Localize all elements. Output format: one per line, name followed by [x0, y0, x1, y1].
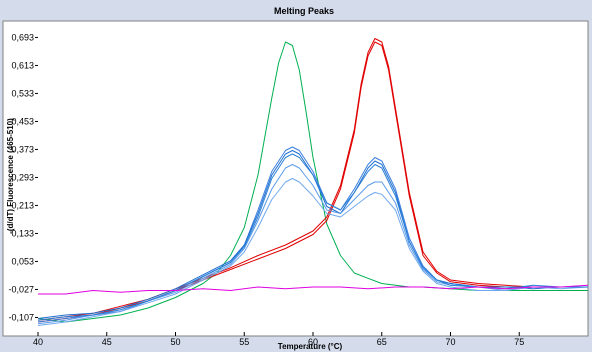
x-tick-label: 45 [102, 337, 112, 347]
x-tick-label: 55 [239, 337, 249, 347]
y-tick-label: -0,027 [8, 284, 34, 294]
x-tick-label: 50 [170, 337, 180, 347]
y-axis-label: -(d/dT) Fluorescence (465-510) [6, 118, 15, 234]
y-tick-label: 0,693 [11, 32, 34, 42]
y-tick-label: 0,533 [11, 88, 34, 98]
y-tick-label: 0,053 [11, 256, 34, 266]
series-line-5 [37, 150, 588, 319]
y-tick-label: -0,107 [8, 312, 34, 322]
plot-background [2, 20, 589, 337]
y-tick-label: 0,293 [11, 172, 34, 182]
x-tick-label: 70 [445, 337, 455, 347]
series-line-7 [37, 178, 589, 326]
chart-title: Melting Peaks [274, 6, 334, 16]
x-tick-label: 40 [33, 337, 43, 347]
series-line-9 [38, 284, 589, 295]
y-tick-label: 0,213 [11, 200, 34, 210]
x-tick-label: 65 [377, 337, 387, 347]
x-tick-label: 60 [308, 337, 318, 347]
axis-ticks: 40 45 50 55 60 65 70 75 0,693 0,613 0,533 0,453 0,37… [8, 32, 524, 347]
y-tick-label: 0,613 [11, 60, 34, 70]
y-tick-label: 0,133 [11, 228, 34, 238]
data-series [37, 38, 589, 326]
x-axis-label: Temperature (°C) [278, 342, 343, 351]
x-tick-label: 75 [514, 337, 524, 347]
y-tick-label: 0,453 [11, 116, 34, 126]
y-tick-label: 0,373 [11, 144, 34, 154]
